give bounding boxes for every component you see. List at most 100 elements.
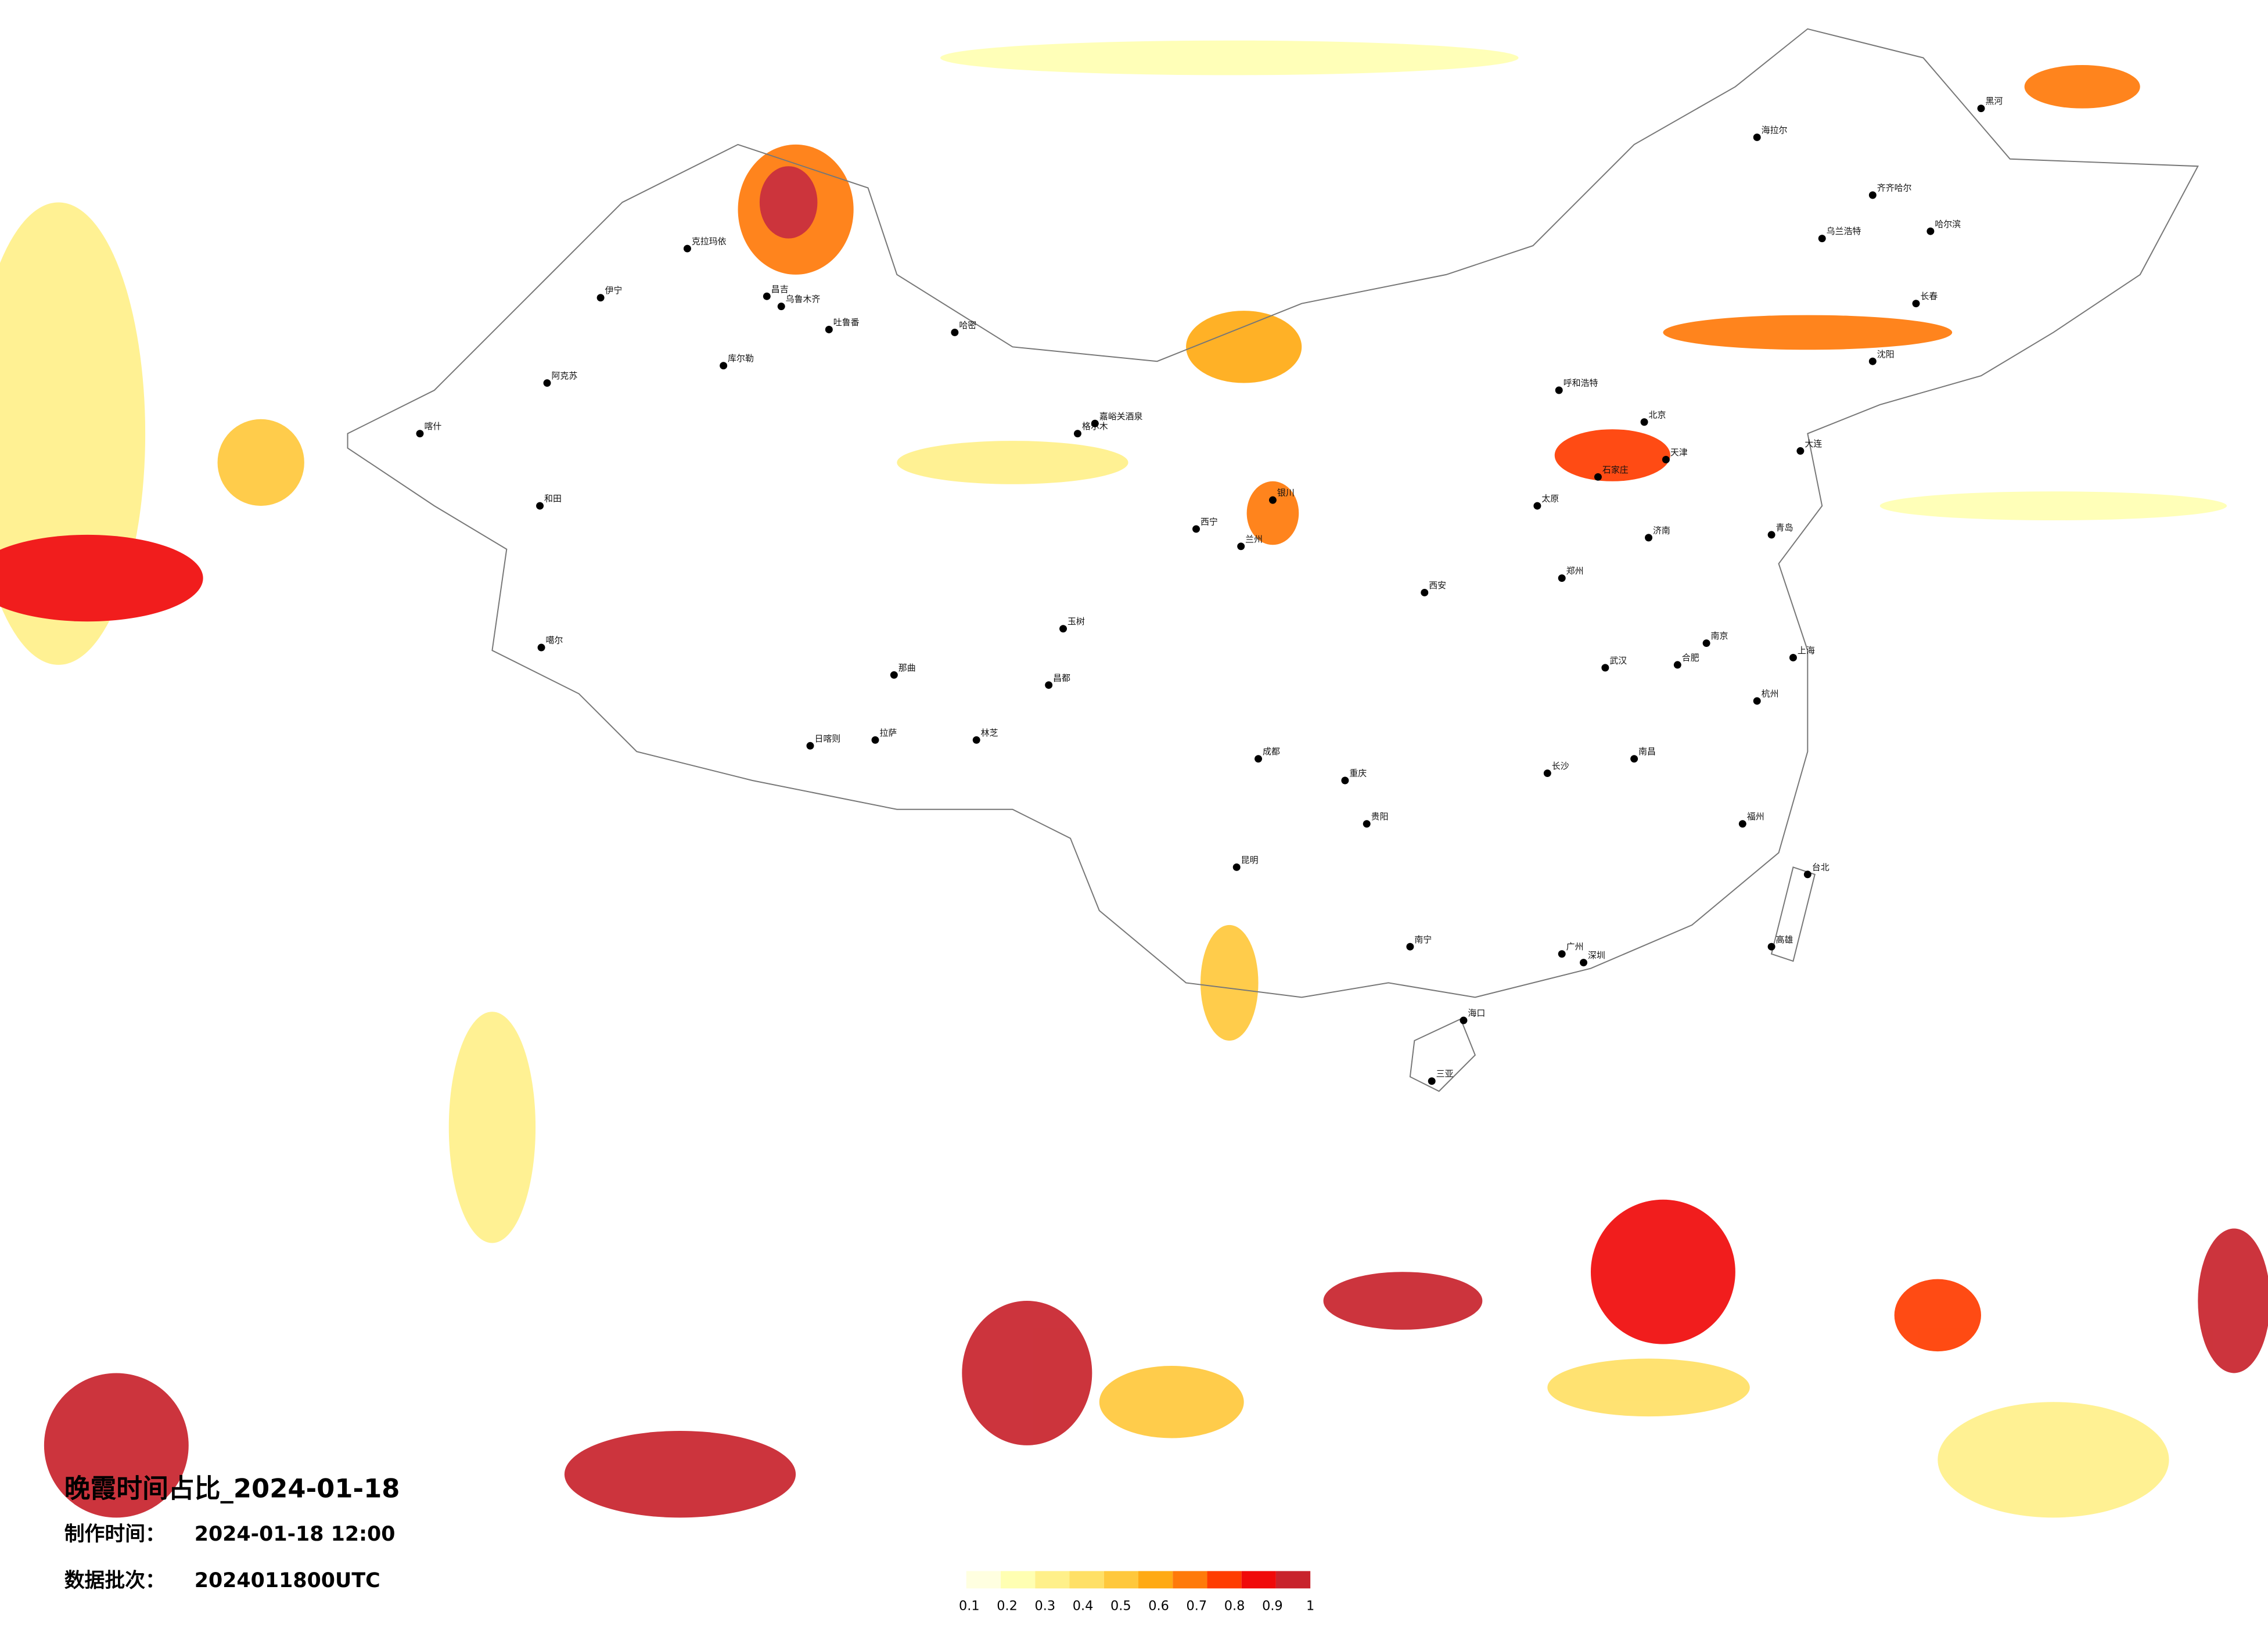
- city-label: 南宁: [1414, 934, 1432, 945]
- city-label: 武汉: [1609, 655, 1627, 665]
- legend-swatch: [1001, 1571, 1036, 1589]
- city-label: 三亚: [1436, 1069, 1454, 1079]
- city-label: 齐齐哈尔: [1877, 183, 1912, 193]
- legend-tick-label: 0.1: [959, 1599, 980, 1614]
- legend-swatch: [1069, 1571, 1104, 1589]
- city-dot: [1767, 531, 1775, 539]
- city-dot: [1796, 447, 1805, 455]
- city-dot: [825, 325, 833, 333]
- city-dot: [1630, 755, 1638, 763]
- city-dot: [1341, 776, 1349, 785]
- city-dot: [777, 303, 785, 311]
- city-dot: [951, 328, 959, 336]
- city-label: 台北: [1812, 862, 1830, 872]
- legend-tick-label: 0.7: [1187, 1599, 1207, 1614]
- city-label: 林芝: [981, 728, 998, 738]
- city-dot: [1662, 455, 1670, 463]
- city-dot: [763, 292, 771, 300]
- city-dot: [1702, 639, 1710, 647]
- map-title: 晚霞时间占比_2024-01-18: [64, 1473, 400, 1503]
- city-label: 玉树: [1067, 616, 1085, 627]
- city-label: 沈阳: [1877, 349, 1895, 359]
- city-dot: [720, 362, 728, 370]
- legend-swatch: [1173, 1571, 1207, 1589]
- city-dot: [1558, 950, 1566, 958]
- city-dot: [1406, 942, 1414, 951]
- legend-tick-label: 0.5: [1110, 1599, 1131, 1614]
- city-dot: [1059, 625, 1067, 633]
- city-label: 合肥: [1682, 652, 1699, 663]
- city-dot: [1073, 430, 1081, 438]
- city-dot: [1091, 419, 1099, 427]
- city-label: 长沙: [1552, 761, 1569, 771]
- legend-swatch: [1275, 1571, 1311, 1589]
- city-label: 那曲: [898, 663, 916, 673]
- city-dot: [1533, 502, 1541, 510]
- city-label: 南京: [1711, 631, 1728, 641]
- legend-tick-label: 1: [1306, 1599, 1314, 1614]
- city-label: 杭州: [1762, 689, 1779, 699]
- city-label: 天津: [1670, 447, 1688, 458]
- legend-swatch: [1104, 1571, 1138, 1589]
- batch-label: 数据批次：: [64, 1569, 166, 1592]
- city-label: 喀什: [424, 421, 441, 431]
- city-dot: [536, 502, 544, 510]
- city-label: 青岛: [1776, 522, 1793, 533]
- city-dot: [1555, 386, 1563, 394]
- city-label: 上海: [1798, 645, 1815, 656]
- legend-swatch: [1241, 1571, 1276, 1589]
- city-label: 乌兰浩特: [1827, 226, 1861, 236]
- city-label: 兰州: [1245, 534, 1263, 544]
- city-dot: [1926, 227, 1935, 235]
- city-label: 西安: [1429, 580, 1446, 591]
- city-label: 郑州: [1566, 566, 1584, 576]
- heat-layer: [0, 40, 2268, 1518]
- city-label: 克拉玛依: [692, 236, 727, 247]
- city-label: 日喀则: [814, 733, 840, 744]
- city-label: 南昌: [1638, 746, 1656, 757]
- city-dot: [1868, 357, 1877, 365]
- city-dot: [537, 643, 545, 652]
- city-label: 和田: [544, 494, 562, 504]
- city-dot: [1428, 1077, 1436, 1085]
- city-label: 黑河: [1985, 96, 2003, 106]
- city-dot: [1558, 574, 1566, 582]
- city-dot: [1594, 473, 1602, 481]
- city-label: 哈密: [959, 320, 976, 330]
- city-dot: [416, 430, 424, 438]
- city-label: 海拉尔: [1762, 125, 1788, 135]
- city-label: 西宁: [1201, 516, 1218, 527]
- city-label: 库尔勒: [728, 353, 754, 364]
- country-outline: [347, 28, 2199, 998]
- city-dot: [1601, 664, 1609, 672]
- city-dot: [1232, 863, 1241, 871]
- city-label: 昌吉: [771, 284, 789, 294]
- city-label: 噶尔: [546, 635, 563, 646]
- city-label: 阿克苏: [551, 370, 577, 381]
- taiwan: [1770, 866, 1816, 962]
- legend-tick-label: 0.9: [1262, 1599, 1283, 1614]
- legend: 0.1 0.2 0.3 0.4 0.5 0.6 0.7 0.8 0.9 1: [959, 1571, 1314, 1614]
- city-dot: [1192, 525, 1200, 533]
- city-dot: [1421, 588, 1429, 596]
- city-dot: [1645, 534, 1653, 542]
- city-label: 长春: [1920, 291, 1938, 301]
- city-dot: [1045, 681, 1053, 689]
- city-label: 福州: [1747, 811, 1764, 822]
- city-dot: [1738, 820, 1746, 828]
- city-dot: [1580, 959, 1588, 967]
- hainan: [1409, 1018, 1476, 1092]
- city-label: 伊宁: [605, 285, 623, 296]
- city-label: 海口: [1468, 1008, 1485, 1019]
- city-dot: [1363, 820, 1371, 828]
- city-label: 呼和浩特: [1563, 378, 1598, 388]
- city-label: 银川: [1277, 488, 1295, 498]
- city-label: 北京: [1649, 409, 1666, 420]
- batch-value: 2024011800UTC: [195, 1569, 380, 1592]
- legend-swatch: [966, 1571, 1001, 1589]
- legend-swatch: [1207, 1571, 1242, 1589]
- city-label: 昌都: [1053, 672, 1070, 683]
